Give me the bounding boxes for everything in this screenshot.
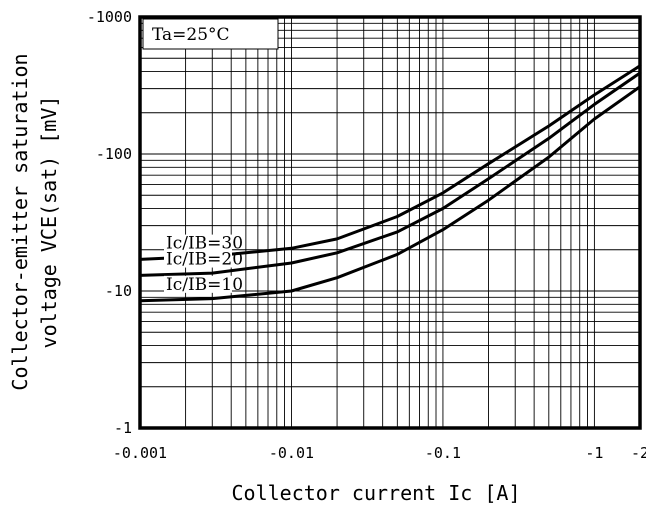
y-axis-title-line2: voltage VCE(sat) [mV] xyxy=(37,96,61,349)
series-label-bg xyxy=(164,250,232,268)
x-tick-label: -0.01 xyxy=(269,444,314,462)
grid xyxy=(139,16,641,429)
y-tick-label: -1 xyxy=(114,419,132,437)
curves xyxy=(138,64,642,303)
series-line-3 xyxy=(138,85,642,303)
y-axis-title-line1: Collector-emitter saturation xyxy=(8,53,32,390)
series-label: Ic/IB=20 xyxy=(166,250,243,270)
series-line-1 xyxy=(138,64,642,261)
series-label: Ic/IB=10 xyxy=(166,275,243,295)
series-line-2 xyxy=(138,71,642,277)
x-tick-label: -1 xyxy=(585,444,603,462)
x-tick-label: -0.1 xyxy=(425,444,461,462)
x-tick-label: -0.001 xyxy=(113,444,167,462)
y-tick-label: -1000 xyxy=(87,8,132,26)
series-label-bg xyxy=(164,234,232,252)
temperature-annotation: Ta=25°C xyxy=(142,18,279,50)
plot-frame xyxy=(138,15,642,430)
y-tick-label: -100 xyxy=(96,145,132,163)
series-label: Ic/IB=30 xyxy=(166,234,243,254)
series-label-bg xyxy=(164,275,232,293)
y-tick-label: -10 xyxy=(105,282,132,300)
annotation-text: Ta=25°C xyxy=(152,25,230,45)
x-axis-title: Collector current Ic [A] xyxy=(232,481,521,505)
y-tick-labels: -1 -10 -100 -1000 xyxy=(87,8,132,437)
annotation-box xyxy=(142,18,279,50)
x-tick-labels: -0.001 -0.01 -0.1 -1 -2 xyxy=(113,444,646,462)
x-tick-label: -2 xyxy=(631,444,646,462)
